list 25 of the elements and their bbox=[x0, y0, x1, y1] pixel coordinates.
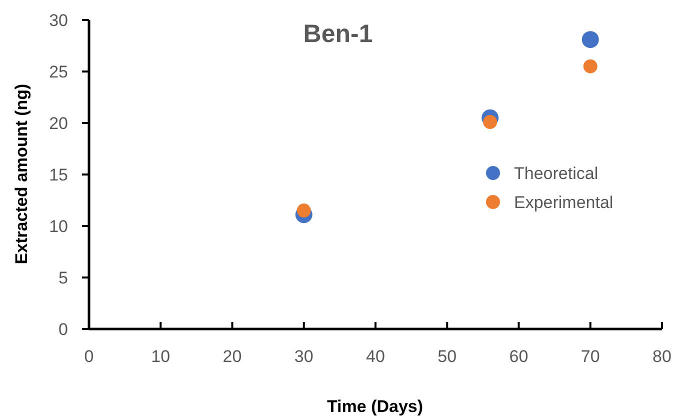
point bbox=[582, 31, 599, 48]
x-tick-label: 0 bbox=[84, 347, 94, 366]
legend-label: Experimental bbox=[514, 193, 614, 212]
x-tick-label: 80 bbox=[652, 347, 672, 366]
point bbox=[483, 114, 498, 129]
x-tick-label: 20 bbox=[222, 347, 242, 366]
point bbox=[296, 204, 311, 218]
y-tick-label: 30 bbox=[49, 11, 68, 30]
y-axis-title: Extracted amount (ng) bbox=[12, 84, 31, 264]
y-tick-label: 15 bbox=[49, 166, 68, 184]
x-tick-label: 30 bbox=[294, 347, 314, 366]
y-tick-label: 25 bbox=[49, 62, 68, 82]
y-tick-label: 10 bbox=[49, 217, 68, 236]
y-tick-label: 0 bbox=[58, 320, 68, 339]
x-tick-label: 60 bbox=[509, 347, 528, 366]
y-tick-label: 20 bbox=[49, 114, 68, 133]
x-tick-label: 10 bbox=[151, 347, 170, 366]
legend-label: Theoretical bbox=[514, 164, 598, 183]
x-tick-label: 70 bbox=[580, 347, 600, 366]
x-axis-title: Time (Days) bbox=[326, 397, 424, 416]
x-tick-label: 50 bbox=[438, 347, 457, 366]
y-tick-label: 5 bbox=[58, 268, 68, 288]
point bbox=[583, 59, 598, 74]
chart-title: Ben-1 bbox=[303, 20, 373, 48]
x-tick-label: 40 bbox=[366, 347, 385, 366]
